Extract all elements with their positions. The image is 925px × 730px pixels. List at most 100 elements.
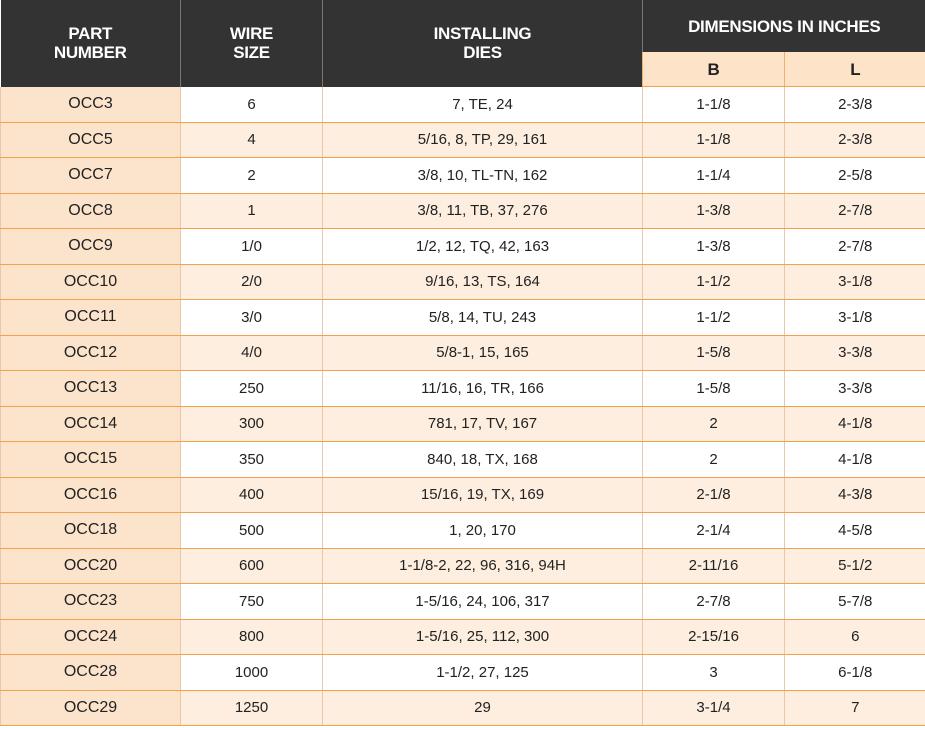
cell: 2-1/4 [642, 512, 785, 549]
table-row: OCC8 1 3/8, 11, TB, 37, 276 1-3/8 2-7/8 [0, 193, 925, 229]
cell: 1-5/8 [642, 370, 785, 407]
table-row: OCC24 800 1-5/16, 25, 112, 300 2-15/16 6 [0, 619, 925, 655]
cell: 4-5/8 [783, 512, 925, 549]
cell: 3-3/8 [783, 335, 925, 371]
cell: 1-1/2 [642, 299, 785, 336]
table-row: OCC18 500 1, 20, 170 2-1/4 4-5/8 [0, 512, 925, 549]
cell: 6 [783, 619, 925, 655]
cell: 250 [180, 370, 323, 407]
cell: 5-7/8 [783, 583, 925, 620]
table-row: OCC3 6 7, TE, 24 1-1/8 2-3/8 [0, 86, 925, 123]
cell: 1-1/8 [642, 122, 785, 158]
table-row: OCC23 750 1-5/16, 24, 106, 317 2-7/8 5-7/8 [0, 583, 925, 620]
table-row: OCC28 1000 1-1/2, 27, 125 3 6-1/8 [0, 654, 925, 691]
cell: 11/16, 16, TR, 166 [322, 370, 643, 407]
cell: 6-1/8 [783, 654, 925, 691]
cell: 1, 20, 170 [322, 512, 643, 549]
cell: 840, 18, TX, 168 [322, 441, 643, 478]
cell: 1-1/8 [642, 86, 785, 123]
part-number: OCC15 [0, 441, 181, 478]
cell: 2-7/8 [642, 583, 785, 620]
cell: 5/8-1, 15, 165 [322, 335, 643, 371]
cell: 3-3/8 [783, 370, 925, 407]
part-number: OCC3 [0, 86, 181, 123]
subheader-cell: L [783, 52, 925, 87]
table-body: OCC3 6 7, TE, 24 1-1/8 2-3/8 OCC5 4 5/16, 8, TP… [0, 86, 925, 726]
cell: 500 [180, 512, 323, 549]
cell: 1/2, 12, TQ, 42, 163 [322, 228, 643, 265]
part-number: OCC11 [0, 299, 181, 336]
part-number: OCC8 [0, 193, 181, 229]
subheader-cell: B [642, 52, 785, 87]
header-cell: INSTALLING DIES [322, 0, 643, 87]
cell: 1 [180, 193, 323, 229]
cell: 7, TE, 24 [322, 86, 643, 123]
cell: 3-1/4 [642, 690, 785, 726]
cell: 600 [180, 548, 323, 584]
table-row: OCC15 350 840, 18, TX, 168 2 4-1/8 [0, 441, 925, 478]
table-row: OCC7 2 3/8, 10, TL-TN, 162 1-1/4 2-5/8 [0, 157, 925, 194]
table-row: OCC16 400 15/16, 19, TX, 169 2-1/8 4-3/8 [0, 477, 925, 513]
cell: 1000 [180, 654, 323, 691]
cell: 1/0 [180, 228, 323, 265]
cell: 4 [180, 122, 323, 158]
table-row: OCC20 600 1-1/8-2, 22, 96, 316, 94H 2-11/16… [0, 548, 925, 584]
cell: 2-5/8 [783, 157, 925, 194]
part-number: OCC7 [0, 157, 181, 194]
cell: 3/0 [180, 299, 323, 336]
table-row: OCC5 4 5/16, 8, TP, 29, 161 1-1/8 2-3/8 [0, 122, 925, 158]
table-row: OCC10 2/0 9/16, 13, TS, 164 1-1/2 3-1/8 [0, 264, 925, 300]
part-number: OCC29 [0, 690, 181, 726]
cell: 1-5/8 [642, 335, 785, 371]
cell: 1-3/8 [642, 228, 785, 265]
part-number: OCC9 [0, 228, 181, 265]
header-text: INSTALLING DIES [433, 24, 532, 63]
part-number: OCC24 [0, 619, 181, 655]
cell: 2-15/16 [642, 619, 785, 655]
cell: 2 [642, 406, 785, 442]
cell: 6 [180, 86, 323, 123]
cell: 2-3/8 [783, 86, 925, 123]
cell: 1-5/16, 24, 106, 317 [322, 583, 643, 620]
header-cell: PART NUMBER [0, 0, 181, 87]
part-number: OCC16 [0, 477, 181, 513]
cell: 400 [180, 477, 323, 513]
cell: 29 [322, 690, 643, 726]
header-text: PART NUMBER [53, 24, 127, 63]
cell: 2-7/8 [783, 228, 925, 265]
cell: 781, 17, TV, 167 [322, 406, 643, 442]
cell: 800 [180, 619, 323, 655]
cell: 2-7/8 [783, 193, 925, 229]
cell: 5-1/2 [783, 548, 925, 584]
cell: 3-1/8 [783, 299, 925, 336]
cell: 2 [642, 441, 785, 478]
cell: 1250 [180, 690, 323, 726]
table-row: OCC12 4/0 5/8-1, 15, 165 1-5/8 3-3/8 [0, 335, 925, 371]
table-row: OCC14 300 781, 17, TV, 167 2 4-1/8 [0, 406, 925, 442]
cell: 1-1/4 [642, 157, 785, 194]
cell: 9/16, 13, TS, 164 [322, 264, 643, 300]
cell: 1-1/8-2, 22, 96, 316, 94H [322, 548, 643, 584]
cell: 300 [180, 406, 323, 442]
table-row: OCC11 3/0 5/8, 14, TU, 243 1-1/2 3-1/8 [0, 299, 925, 336]
cell: 3 [642, 654, 785, 691]
cell: 7 [783, 690, 925, 726]
table-row: OCC9 1/0 1/2, 12, TQ, 42, 163 1-3/8 2-7/8 [0, 228, 925, 265]
cell: 5/8, 14, TU, 243 [322, 299, 643, 336]
cell: 1-1/2, 27, 125 [322, 654, 643, 691]
cell: 4/0 [180, 335, 323, 371]
table-row: OCC29 1250 29 3-1/4 7 [0, 690, 925, 726]
cell: 15/16, 19, TX, 169 [322, 477, 643, 513]
cell: 750 [180, 583, 323, 620]
part-number: OCC20 [0, 548, 181, 584]
part-number: OCC18 [0, 512, 181, 549]
cell: 1-1/2 [642, 264, 785, 300]
cell: 4-3/8 [783, 477, 925, 513]
part-number: OCC13 [0, 370, 181, 407]
part-number: OCC28 [0, 654, 181, 691]
header-text: WIRE SIZE [229, 24, 274, 63]
cell: 2 [180, 157, 323, 194]
cell: 4-1/8 [783, 406, 925, 442]
